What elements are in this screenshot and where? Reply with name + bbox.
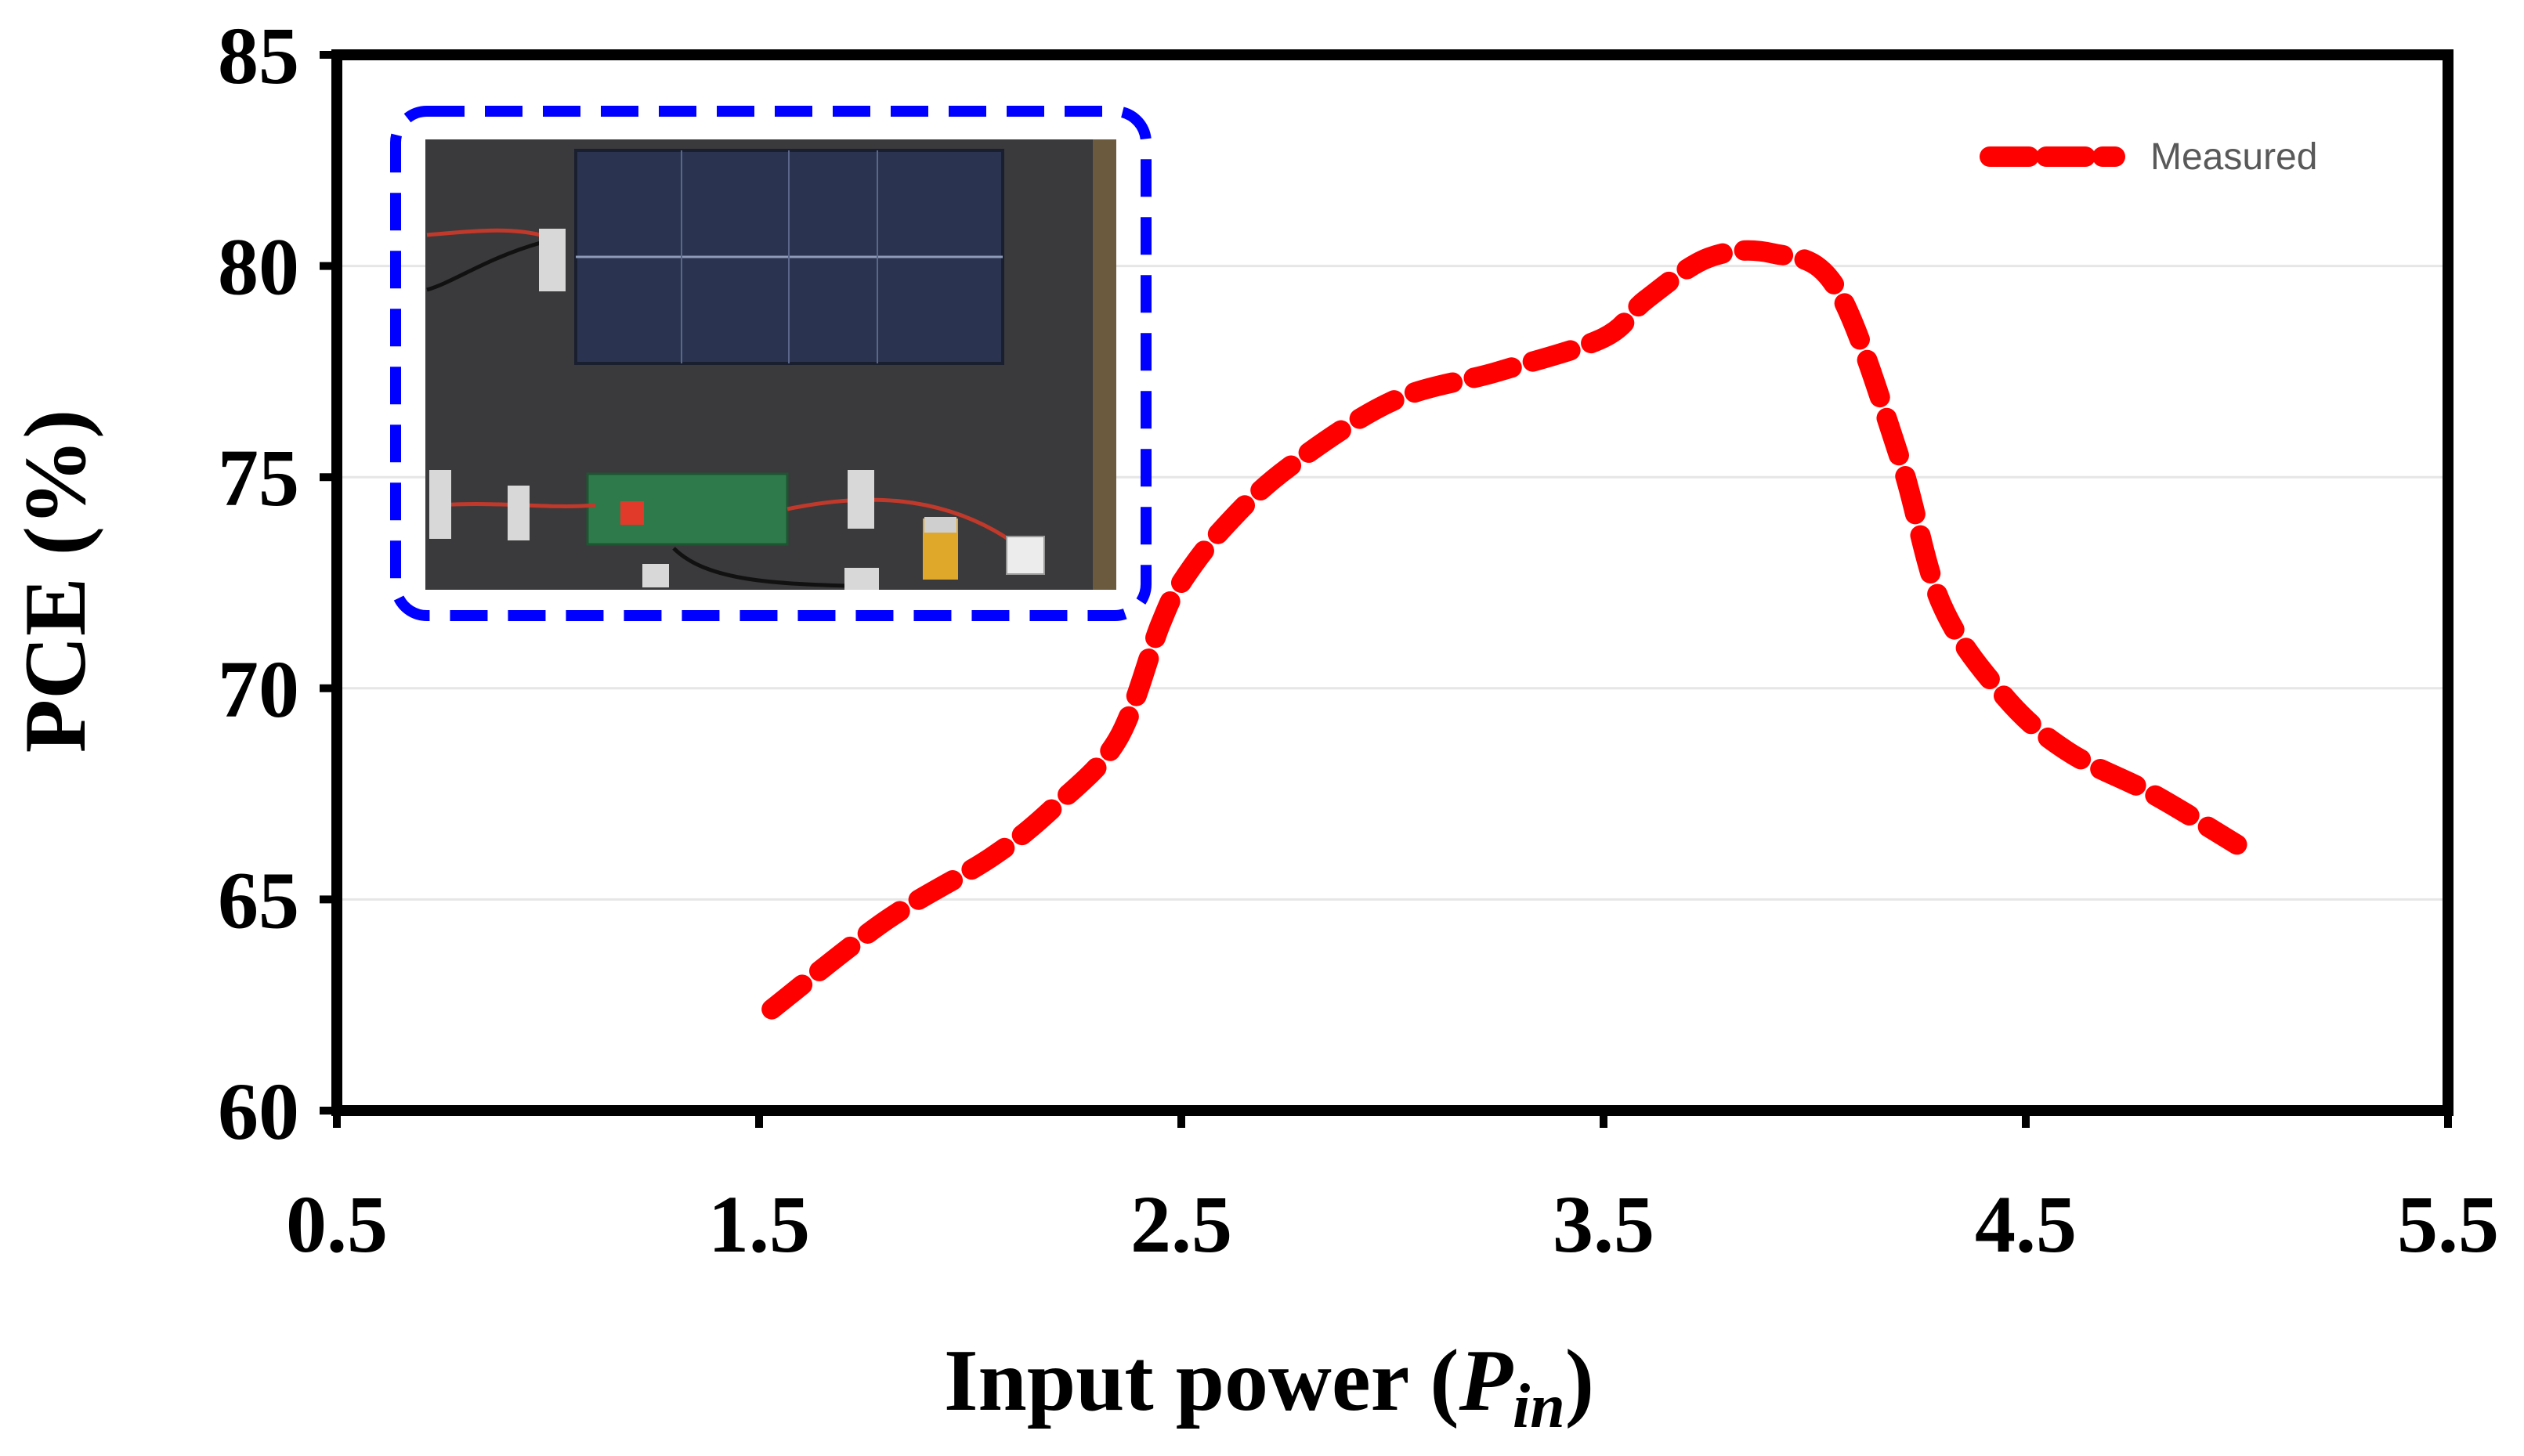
y-axis-label: PCE (%)	[7, 410, 104, 753]
solar-panel-icon	[574, 149, 1004, 365]
x-axis-label: Input power (Pin)	[944, 1332, 1594, 1441]
circuit-board-icon	[586, 472, 789, 546]
y-tick-label: 85	[218, 11, 299, 101]
x-tick-label: 2.5	[1130, 1180, 1232, 1270]
legend-label-measured: Measured	[2150, 136, 2317, 178]
x-axis: 0.5 1.5 2.5 3.5 4.5 5.5	[286, 1111, 2499, 1270]
y-tick-label: 75	[218, 433, 299, 523]
x-tick-label: 1.5	[708, 1180, 810, 1270]
plot-frame	[331, 49, 2453, 1116]
inset-photo-edge	[1093, 139, 1116, 590]
series-line-measured	[761, 240, 2247, 1020]
inset-border	[390, 106, 1152, 621]
battery-icon	[923, 517, 1045, 580]
wires-icon	[426, 228, 1012, 588]
inset-photo	[390, 106, 1152, 621]
y-tick-label: 70	[218, 645, 299, 735]
x-tick-label: 0.5	[286, 1180, 388, 1270]
y-axis: 60 65 70 75 80 85	[218, 11, 337, 1157]
x-tick-label: 4.5	[1975, 1180, 2077, 1270]
series-layer	[761, 240, 2247, 1020]
tape-icon	[429, 229, 879, 590]
x-tick-label: 3.5	[1553, 1180, 1654, 1270]
y-tick-label: 60	[218, 1067, 299, 1157]
x-tick-label: 5.5	[2397, 1180, 2499, 1270]
legend: Measured	[1980, 136, 2317, 178]
y-tick-label: 65	[218, 855, 299, 945]
y-tick-label: 80	[218, 222, 299, 313]
